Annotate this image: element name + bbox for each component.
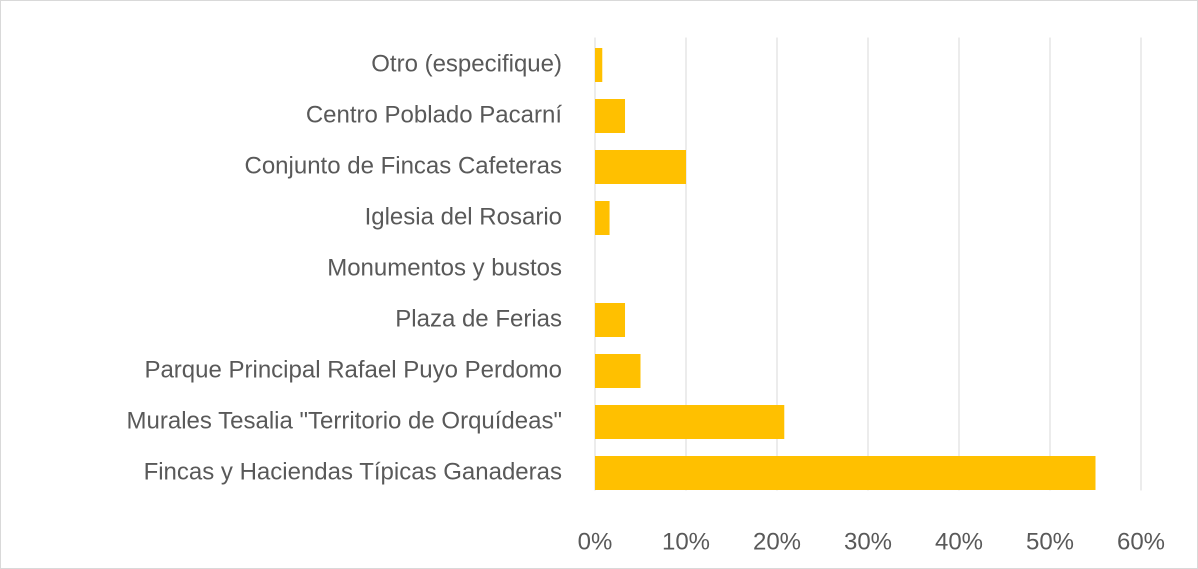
bar	[595, 405, 785, 439]
x-tick-label: 50%	[1026, 528, 1074, 555]
y-tick-label: Fincas y Haciendas Típicas Ganaderas	[144, 458, 562, 485]
y-tick-label: Otro (especifique)	[371, 50, 562, 77]
y-tick-label: Centro Poblado Pacarní	[306, 101, 562, 128]
x-tick-label: 60%	[1117, 528, 1165, 555]
bar	[595, 150, 686, 184]
bar	[595, 303, 626, 337]
y-tick-label: Murales Tesalia "Territorio de Orquídeas…	[127, 407, 562, 434]
bar	[595, 99, 626, 133]
y-tick-label: Monumentos y bustos	[327, 254, 562, 281]
x-tick-label: 30%	[844, 528, 892, 555]
x-tick-label: 10%	[662, 528, 710, 555]
y-tick-label: Plaza de Ferias	[395, 305, 562, 332]
bar	[595, 48, 603, 82]
y-tick-label: Parque Principal Rafael Puyo Perdomo	[144, 356, 562, 383]
bar	[595, 201, 610, 235]
x-tick-label: 0%	[578, 528, 613, 555]
x-tick-label: 40%	[935, 528, 983, 555]
y-tick-label: Conjunto de Fincas Cafeteras	[244, 152, 562, 179]
bar	[595, 456, 1096, 490]
y-tick-label: Iglesia del Rosario	[365, 203, 562, 230]
x-tick-label: 20%	[753, 528, 801, 555]
bar	[595, 354, 641, 388]
